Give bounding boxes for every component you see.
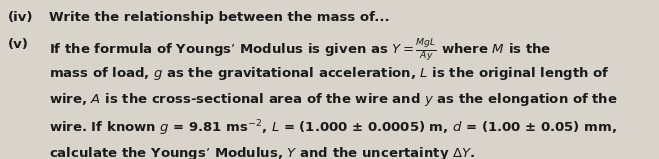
Text: (v): (v) xyxy=(8,38,29,51)
Text: calculate the Youngs’ Modulus, $Y$ and the uncertainty $\Delta Y$.: calculate the Youngs’ Modulus, $Y$ and t… xyxy=(49,145,476,159)
Text: (iv): (iv) xyxy=(8,11,34,24)
Text: Write the relationship between the mass of...: Write the relationship between the mass … xyxy=(49,11,390,24)
Text: mass of load, $g$ as the gravitational acceleration, $L$ is the original length : mass of load, $g$ as the gravitational a… xyxy=(49,65,610,82)
Text: wire. If known $g$ = 9.81 ms$^{-2}$, $L$ = (1.000 ± 0.0005) m, $d$ = (1.00 ± 0.0: wire. If known $g$ = 9.81 ms$^{-2}$, $L$… xyxy=(49,118,617,138)
Text: If the formula of Youngs’ Modulus is given as $Y = \frac{MgL}{Ay}$ where $M$ is : If the formula of Youngs’ Modulus is giv… xyxy=(49,38,552,64)
Text: wire, $A$ is the cross-sectional area of the wire and $y$ as the elongation of t: wire, $A$ is the cross-sectional area of… xyxy=(49,91,618,108)
